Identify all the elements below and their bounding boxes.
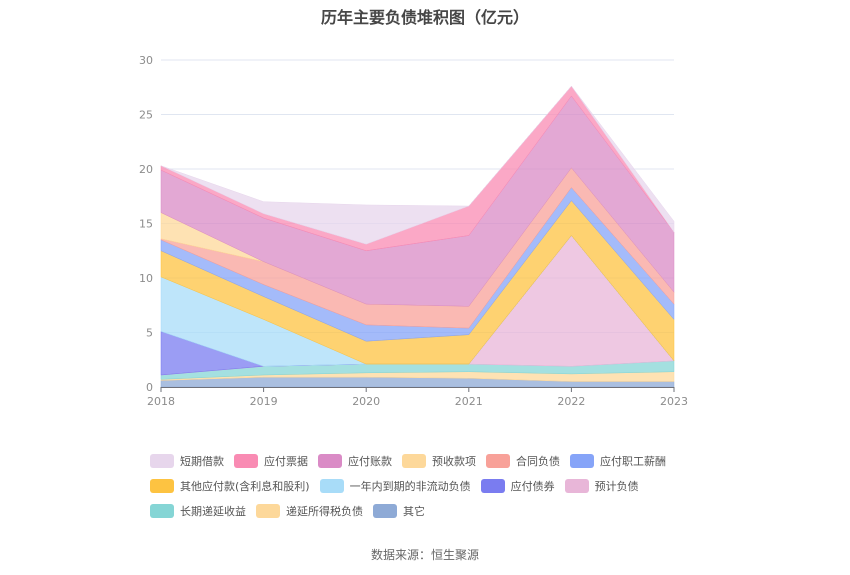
legend-item[interactable]: 其他应付款(含利息和股利) — [150, 478, 310, 494]
legend-swatch-icon — [318, 453, 342, 468]
legend-item[interactable]: 应付债券 — [480, 478, 555, 494]
legend-item[interactable]: 应付职工薪酬 — [570, 453, 666, 469]
legend-swatch-icon — [150, 503, 174, 518]
legend-item[interactable]: 预收款项 — [402, 453, 476, 469]
y-tick-label: 5 — [146, 327, 153, 340]
legend-item[interactable]: 递延所得税负债 — [256, 503, 363, 519]
x-tick-label: 2020 — [352, 395, 380, 408]
legend-item[interactable]: 预计负债 — [564, 478, 639, 494]
y-tick-label: 25 — [139, 109, 153, 122]
legend-label: 应付职工薪酬 — [600, 454, 666, 468]
x-tick-label: 2023 — [660, 395, 688, 408]
legend-label: 递延所得税负债 — [286, 504, 363, 518]
legend-item[interactable]: 一年内到期的非流动负债 — [319, 478, 471, 494]
y-tick-label: 0 — [146, 381, 153, 394]
legend-label: 应付票据 — [264, 454, 308, 468]
area-series[interactable] — [160, 85, 675, 388]
legend-swatch-icon — [150, 478, 174, 493]
legend-row: 短期借款 应付票据 应付账款 预收款项 合同负债 应付职工薪酬 — [150, 448, 710, 473]
y-tick-label: 15 — [139, 218, 153, 231]
legend-label: 合同负债 — [516, 454, 560, 468]
legend-label: 短期借款 — [180, 454, 224, 468]
legend-label: 应付债券 — [510, 479, 555, 493]
legend-swatch-icon — [480, 478, 505, 493]
legend-label: 应付账款 — [348, 454, 392, 468]
legend-swatch-icon — [150, 453, 174, 468]
legend-label: 一年内到期的非流动负债 — [349, 479, 471, 493]
legend-item[interactable]: 应付账款 — [318, 453, 392, 469]
legend-label: 长期递延收益 — [180, 504, 246, 518]
data-source-note: 数据来源：恒生聚源 — [370, 548, 479, 562]
x-tick-label: 2018 — [147, 395, 175, 408]
legend-swatch-icon — [564, 478, 589, 493]
y-tick-label: 30 — [139, 54, 153, 67]
legend-label: 其他应付款(含利息和股利) — [180, 479, 310, 493]
legend-swatch-icon — [486, 453, 510, 468]
x-tick-label: 2019 — [250, 395, 278, 408]
x-tick-label: 2021 — [455, 395, 483, 408]
legend-label: 预收款项 — [432, 454, 476, 468]
chart-legend: 短期借款 应付票据 应付账款 预收款项 合同负债 应付职工薪酬其他应付款(含利息和股利) 一… — [150, 448, 710, 523]
y-tick-label: 10 — [139, 272, 153, 285]
area-短期借款[interactable] — [160, 85, 675, 245]
legend-item[interactable]: 长期递延收益 — [150, 503, 246, 519]
legend-label: 其它 — [403, 504, 425, 518]
y-axis: 0 5 10 15 20 25 30 — [139, 54, 153, 394]
legend-swatch-icon — [402, 453, 426, 468]
x-axis: 2018 2019 2020 2021 2022 2023 — [147, 387, 688, 408]
legend-item[interactable]: 应付票据 — [234, 453, 308, 469]
chart-title: 历年主要负债堆积图（亿元） — [320, 8, 529, 27]
legend-item[interactable]: 合同负债 — [486, 453, 560, 469]
legend-item[interactable]: 短期借款 — [150, 453, 224, 469]
legend-row: 长期递延收益 递延所得税负债 其它 — [150, 498, 710, 523]
legend-swatch-icon — [570, 453, 594, 468]
legend-item[interactable]: 其它 — [373, 503, 425, 519]
y-tick-label: 20 — [139, 163, 153, 176]
x-tick-label: 2022 — [557, 395, 585, 408]
legend-swatch-icon — [319, 478, 344, 493]
legend-row: 其他应付款(含利息和股利) 一年内到期的非流动负债 应付债券 预计负债 — [150, 473, 710, 498]
legend-label: 预计负债 — [594, 479, 639, 493]
stacked-area-chart: 0 5 10 15 20 25 30 2018 2019 2020 2021 2022 2023 — [139, 54, 688, 408]
legend-swatch-icon — [256, 503, 280, 518]
legend-swatch-icon — [234, 453, 258, 468]
legend-swatch-icon — [373, 503, 397, 518]
